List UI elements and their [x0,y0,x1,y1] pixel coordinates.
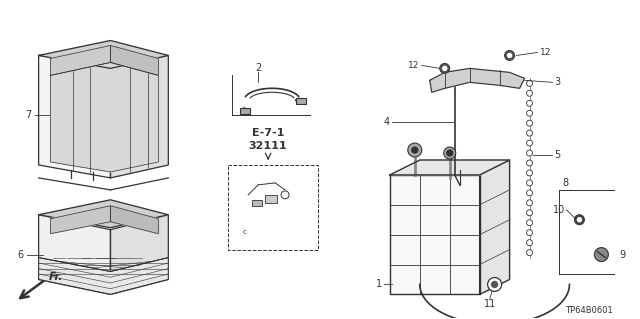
Polygon shape [38,41,168,68]
Polygon shape [430,68,525,92]
Text: 6: 6 [17,249,24,260]
Circle shape [527,160,532,166]
Circle shape [527,150,532,156]
Circle shape [412,147,418,153]
Polygon shape [38,56,111,178]
Text: 3: 3 [554,77,561,87]
Circle shape [527,200,532,206]
Bar [252,200,262,206]
Circle shape [575,215,584,225]
Text: TP64B0601: TP64B0601 [566,306,613,315]
Circle shape [527,170,532,176]
Circle shape [527,100,532,106]
Text: 5: 5 [554,150,561,160]
Circle shape [527,240,532,246]
Circle shape [527,230,532,236]
Circle shape [440,63,450,73]
Circle shape [447,150,452,156]
Text: 2: 2 [255,63,261,73]
Polygon shape [51,63,158,172]
Polygon shape [111,215,168,294]
FancyBboxPatch shape [228,165,318,249]
Bar [240,108,250,114]
Polygon shape [38,257,168,294]
Polygon shape [111,56,168,178]
Text: Fr.: Fr. [49,272,63,283]
Circle shape [527,220,532,226]
Circle shape [504,50,515,60]
Polygon shape [111,46,158,75]
Circle shape [443,66,447,70]
Polygon shape [51,46,111,75]
Circle shape [595,248,609,262]
Text: 32111: 32111 [249,141,287,151]
Circle shape [508,54,511,57]
Polygon shape [38,200,168,228]
Circle shape [527,180,532,186]
Circle shape [444,147,456,159]
Circle shape [527,90,532,96]
Polygon shape [51,206,111,234]
Bar [296,98,306,104]
Text: 8: 8 [563,178,568,188]
Circle shape [492,281,498,287]
Bar [265,195,277,203]
Circle shape [408,143,422,157]
Circle shape [527,190,532,196]
Circle shape [488,278,502,292]
Polygon shape [390,160,509,175]
Text: 10: 10 [553,205,566,215]
Circle shape [577,218,581,222]
Circle shape [527,130,532,136]
Polygon shape [390,175,479,294]
Text: 12: 12 [540,48,551,57]
Text: E-7-1: E-7-1 [252,128,284,138]
Text: 11: 11 [483,299,496,309]
Polygon shape [38,215,111,294]
Circle shape [527,80,532,86]
Circle shape [527,110,532,116]
Circle shape [281,191,289,199]
Text: c: c [242,229,246,235]
Text: 9: 9 [620,249,625,260]
Circle shape [527,249,532,256]
Text: 12: 12 [408,61,420,70]
Polygon shape [479,160,509,294]
Text: 1: 1 [376,279,382,289]
Circle shape [527,120,532,126]
Circle shape [527,140,532,146]
Text: 7: 7 [26,110,32,120]
Polygon shape [111,206,158,234]
Circle shape [527,210,532,216]
Text: 4: 4 [384,117,390,127]
